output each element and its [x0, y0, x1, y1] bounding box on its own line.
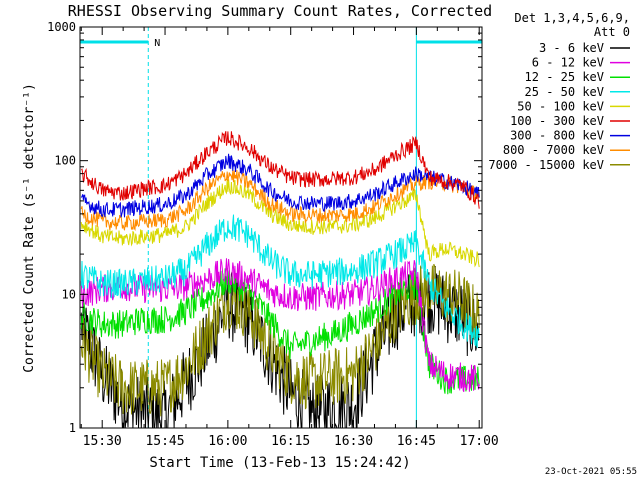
y-tick-label: 1000 — [47, 20, 76, 34]
legend-label: 12 - 25 keV — [525, 70, 604, 84]
x-tick-label: 15:30 — [83, 434, 122, 449]
series-line — [80, 153, 480, 218]
axis-ticks: 1 10 100 1000 15:30 15:45 16:00 16:15 16:30 16:45… — [47, 20, 499, 449]
series-line — [80, 214, 480, 348]
x-tick-label: 17:00 — [460, 434, 499, 449]
legend-label: 800 - 7000 keV — [503, 143, 604, 157]
legend-label: 3 - 6 keV — [539, 41, 604, 55]
night-marker: N — [154, 38, 160, 49]
plot-frame — [79, 26, 483, 429]
legend-header-2: Att 0 — [594, 25, 630, 39]
x-tick-label: 16:30 — [334, 434, 373, 449]
series-line — [80, 268, 480, 395]
y-tick-label: 1 — [69, 421, 76, 435]
series-line — [81, 131, 480, 209]
x-axis-label: Start Time (13-Feb-13 15:24:42) — [149, 455, 410, 471]
generation-timestamp: 23-Oct-2021 05:55 — [545, 467, 637, 477]
legend-label: 300 - 800 keV — [510, 129, 604, 143]
x-tick-label: 16:15 — [271, 434, 310, 449]
legend-label: 7000 - 15000 keV — [488, 158, 604, 172]
y-tick-label: 100 — [54, 154, 76, 168]
y-axis-label: Corrected Count Rate (s⁻¹ detector⁻¹) — [22, 83, 37, 373]
x-tick-label: 15:45 — [145, 434, 184, 449]
legend-header-1: Det 1,3,4,5,6,9, — [514, 11, 630, 25]
chart-title: RHESSI Observing Summary Count Rates, Co… — [68, 2, 492, 20]
series-line — [80, 263, 480, 417]
x-tick-label: 16:45 — [397, 434, 436, 449]
legend-label: 100 - 300 keV — [510, 114, 604, 128]
legend-label: 6 - 12 keV — [532, 56, 604, 70]
series-line — [80, 258, 480, 392]
plot-area: N — [79, 27, 483, 429]
y-tick-label: 10 — [62, 287, 76, 301]
legend-label: 50 - 100 keV — [517, 99, 604, 113]
legend-label: 25 - 50 keV — [525, 85, 604, 99]
x-tick-label: 16:00 — [208, 434, 247, 449]
series-line — [80, 169, 480, 232]
